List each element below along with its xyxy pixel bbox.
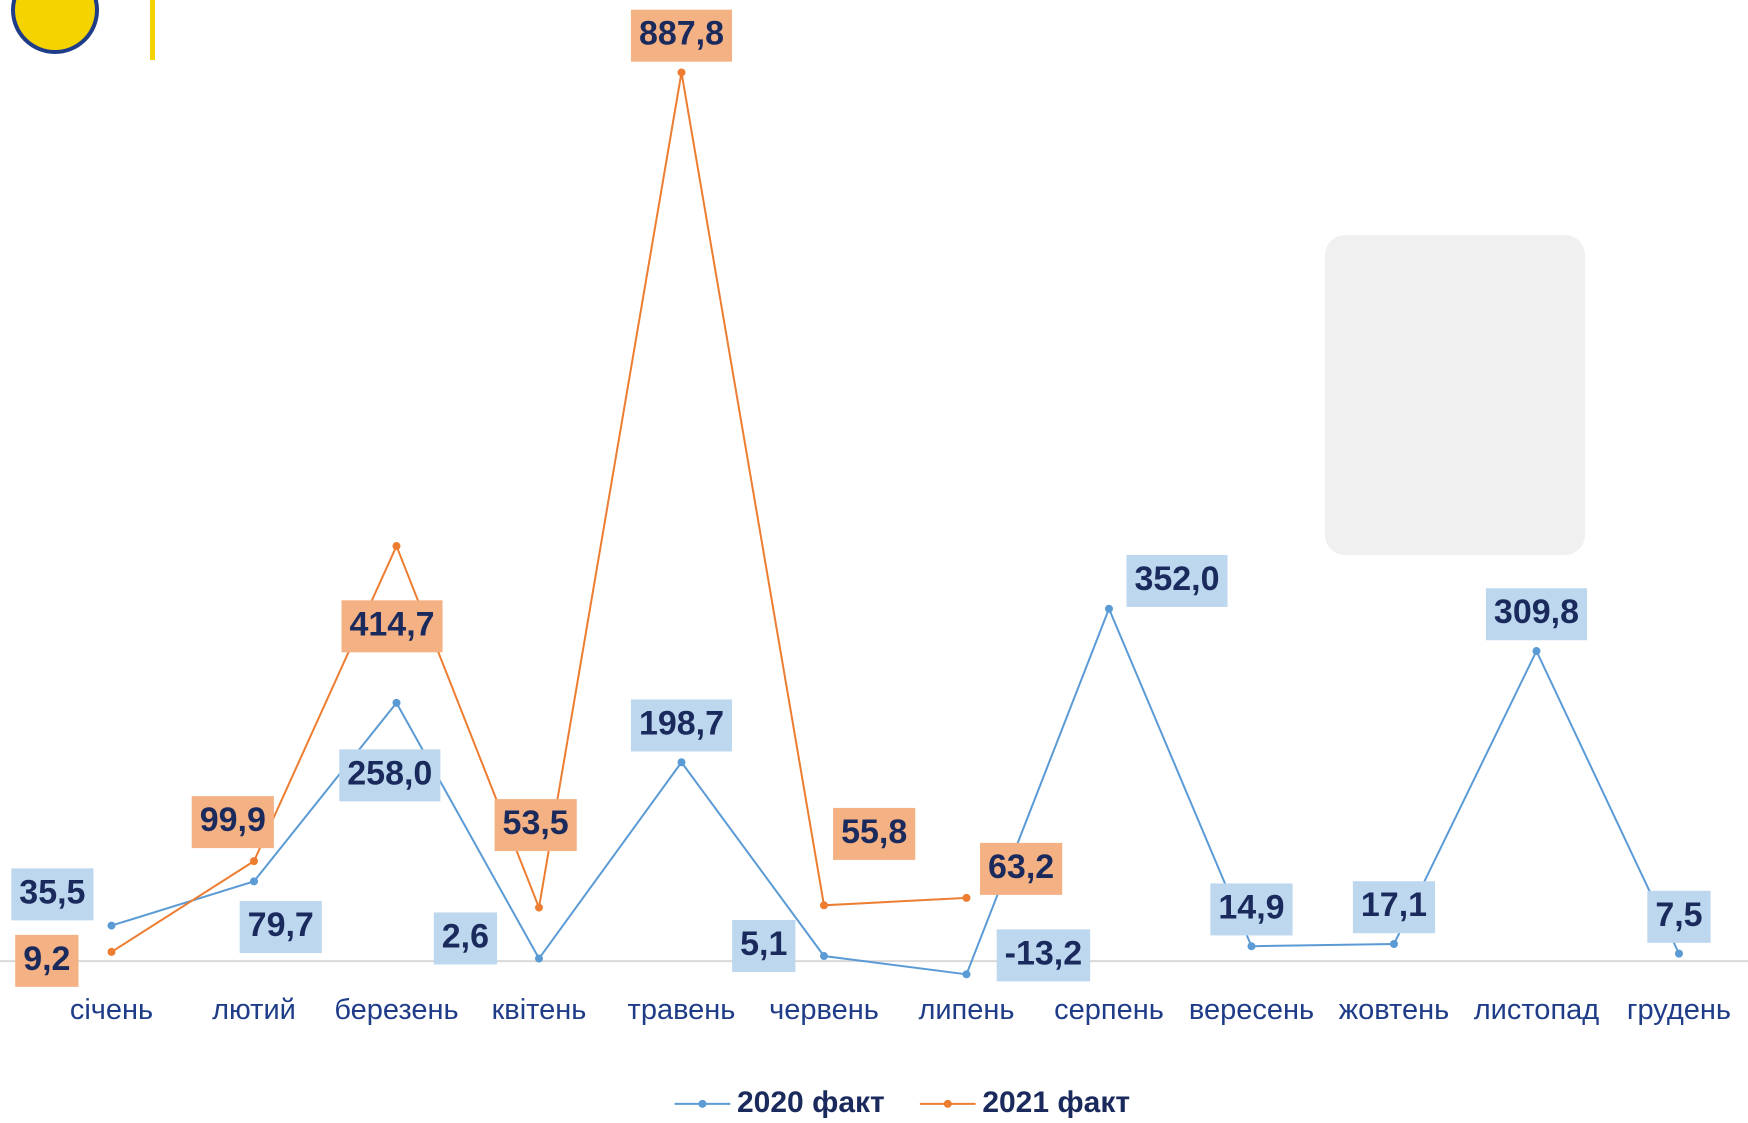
background — [0, 0, 1748, 1123]
data-point — [1247, 942, 1255, 950]
legend-label: 2021 факт — [982, 1086, 1130, 1119]
data-point — [392, 699, 400, 707]
x-tick-label: листопад — [1474, 994, 1600, 1026]
logo-bar — [150, 0, 155, 60]
value-label: 5,1 — [740, 925, 787, 963]
value-label: 887,8 — [639, 15, 724, 53]
data-point — [677, 68, 685, 76]
value-label: 309,8 — [1494, 593, 1579, 631]
data-point — [250, 877, 258, 885]
x-tick-label: серпень — [1054, 994, 1164, 1026]
value-label: 7,5 — [1655, 896, 1702, 934]
data-point — [820, 952, 828, 960]
data-point — [535, 955, 543, 963]
page: січень лютий березень квітень травень червень… — [0, 0, 1748, 1123]
value-label: 258,0 — [347, 754, 432, 792]
value-label: 55,8 — [841, 813, 907, 851]
data-point — [1105, 605, 1113, 613]
legend-label: 2020 факт — [737, 1086, 885, 1119]
data-point — [108, 948, 116, 956]
value-label: 414,7 — [349, 605, 434, 643]
x-tick-label: квітень — [492, 994, 587, 1026]
value-label: 99,9 — [200, 801, 266, 839]
data-point — [820, 901, 828, 909]
watermark-shield — [1325, 235, 1585, 555]
data-point — [962, 894, 970, 902]
data-point — [1675, 950, 1683, 958]
data-point — [1532, 647, 1540, 655]
legend-marker — [698, 1100, 706, 1108]
value-label: 198,7 — [639, 704, 724, 742]
x-tick-label: вересень — [1189, 994, 1314, 1026]
x-tick-label: червень — [769, 994, 879, 1026]
value-label: 2,6 — [442, 917, 489, 955]
data-point — [250, 857, 258, 865]
data-point — [962, 970, 970, 978]
data-point — [392, 542, 400, 550]
x-tick-label: лютий — [212, 994, 296, 1026]
value-label: 53,5 — [503, 804, 569, 842]
x-tick-label: липень — [918, 994, 1014, 1026]
x-tick-label: травень — [628, 994, 736, 1026]
data-point — [1390, 940, 1398, 948]
watermark — [1325, 235, 1585, 555]
value-label: 352,0 — [1134, 560, 1219, 598]
value-label: 14,9 — [1218, 888, 1284, 926]
value-label: 17,1 — [1361, 886, 1427, 924]
data-point — [677, 758, 685, 766]
value-label: 79,7 — [248, 906, 314, 944]
value-label: -13,2 — [1005, 934, 1083, 972]
value-label: 63,2 — [988, 848, 1054, 886]
x-tick-label: січень — [70, 994, 153, 1026]
data-point — [108, 922, 116, 930]
chart: січень лютий березень квітень травень червень… — [0, 0, 1748, 1123]
value-label: 9,2 — [23, 940, 70, 978]
value-label: 35,5 — [19, 873, 85, 911]
x-tick-label: жовтень — [1339, 994, 1450, 1026]
legend-marker — [944, 1100, 952, 1108]
x-tick-label: березень — [334, 994, 458, 1026]
data-point — [535, 904, 543, 912]
x-tick-label: грудень — [1627, 994, 1731, 1026]
